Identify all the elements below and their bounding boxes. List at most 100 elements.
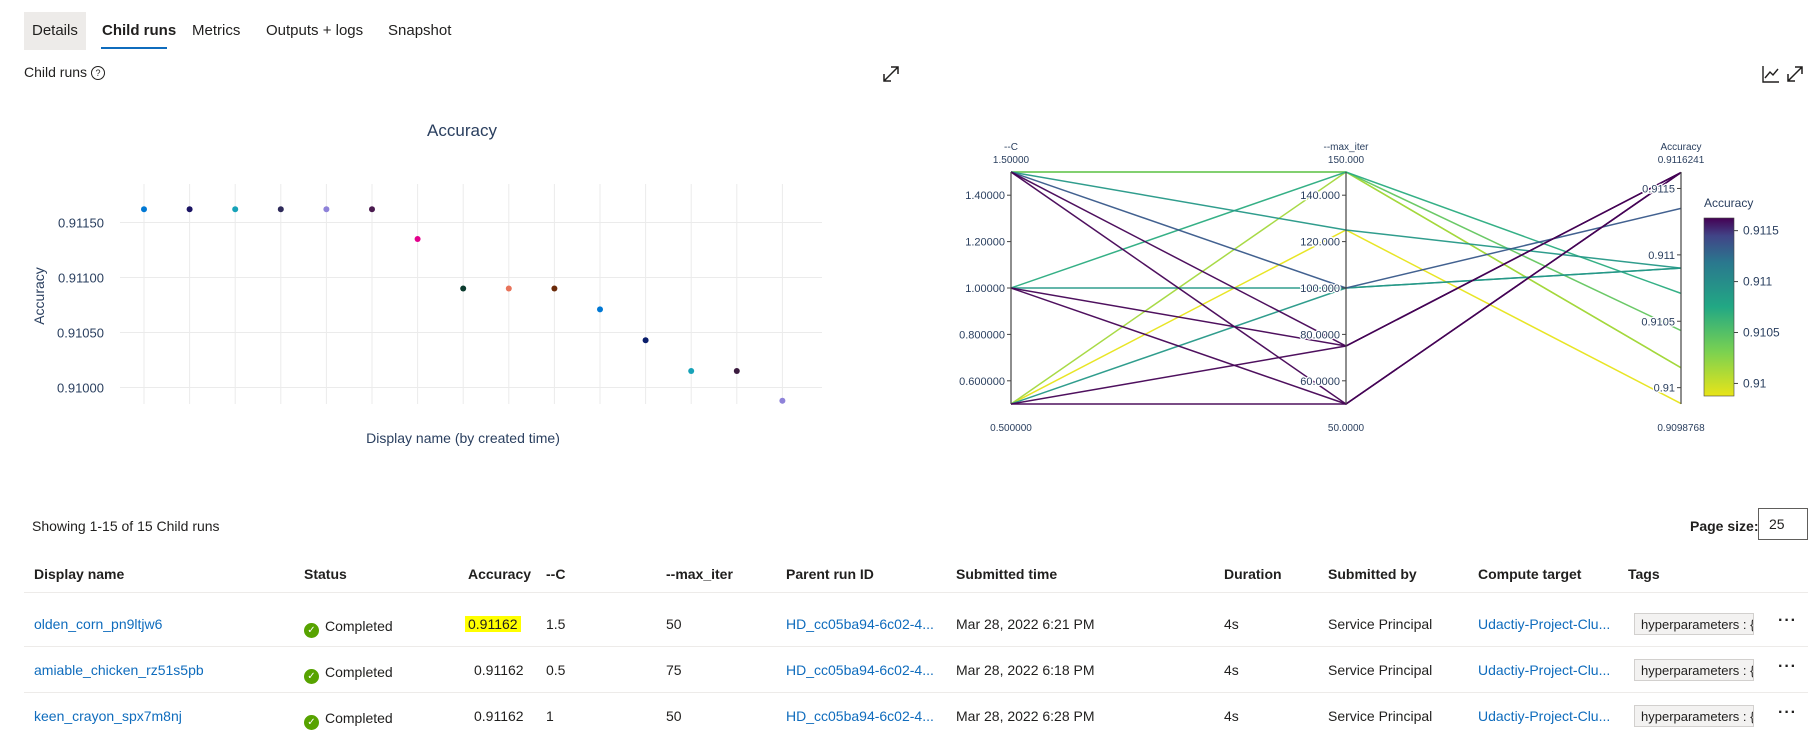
axis-bottom-label: 0.9098768: [1657, 423, 1705, 434]
column-header[interactable]: Status: [304, 566, 347, 582]
chart-grid: [120, 184, 822, 404]
more-actions-icon[interactable]: ···: [1778, 704, 1797, 721]
tab-label: Outputs + logs: [266, 22, 364, 39]
scatter-point[interactable]: [597, 306, 603, 313]
scatter-point[interactable]: [232, 206, 239, 213]
scatter-point[interactable]: [551, 285, 558, 292]
page-size-value: 25: [1769, 516, 1785, 532]
highlighted-value: 0.91162: [465, 616, 521, 632]
axis-tick-label: 80.0000: [1300, 329, 1340, 341]
more-actions-icon[interactable]: ···: [1778, 658, 1797, 675]
axis-bottom-label: 50.0000: [1328, 423, 1365, 434]
y-axis-label: Accuracy: [31, 267, 47, 325]
scatter-point[interactable]: [186, 206, 193, 213]
colorbar-tick-label: 0.911: [1743, 275, 1772, 289]
active-tab-indicator: [101, 47, 167, 49]
cell-submitted: Mar 28, 2022 6:21 PM: [956, 616, 1095, 632]
tab-snapshot[interactable]: Snapshot: [380, 12, 459, 50]
scatter-point[interactable]: [141, 206, 147, 213]
cell-duration: 4s: [1224, 662, 1239, 678]
scatter-point[interactable]: [369, 206, 375, 213]
page-size-dropdown[interactable]: 25 ∨: [1758, 508, 1808, 540]
row-divider: [24, 692, 1808, 693]
axis-name: Accuracy: [1660, 142, 1701, 153]
cell-by: Service Principal: [1328, 708, 1433, 724]
axis-tick-label: 0.911: [1648, 250, 1675, 262]
tab-child-runs[interactable]: Child runs: [94, 12, 184, 50]
axis-bottom-label: 0.500000: [990, 423, 1032, 434]
status-text: Completed: [325, 710, 393, 726]
cell-status: ✓ Completed: [304, 664, 393, 684]
axis-tick-label: 0.600000: [959, 376, 1005, 388]
scatter-point[interactable]: [688, 368, 695, 374]
axis-top-label: 1.50000: [993, 155, 1030, 166]
parallel-coordinates-chart: --C 1.50000 0.500000 1.40000 1.20000 1.00000 0…: [958, 142, 1780, 434]
cell-status: ✓ Completed: [304, 710, 393, 730]
tab-details[interactable]: Details: [24, 12, 86, 50]
axis-tick-label: 0.9115: [1642, 183, 1675, 195]
column-header[interactable]: Tags: [1628, 566, 1660, 582]
chart-title: Accuracy: [427, 121, 497, 140]
column-header[interactable]: Duration: [1224, 566, 1282, 582]
cell-parent[interactable]: HD_cc05ba94-6c02-4...: [786, 662, 934, 678]
scatter-point[interactable]: [460, 285, 467, 292]
axis-tick-label: 60.0000: [1300, 376, 1340, 388]
scatter-point[interactable]: [733, 368, 740, 374]
tab-label: Details: [32, 22, 78, 39]
scatter-point[interactable]: [277, 206, 284, 213]
tag-pill[interactable]: hyperparameters : {"-: [1634, 705, 1754, 727]
scatter-point[interactable]: [779, 397, 786, 404]
cell-name[interactable]: keen_crayon_spx7m8nj: [34, 708, 182, 724]
column-header[interactable]: Compute target: [1478, 566, 1582, 582]
checkmark-circle-icon: ✓: [304, 623, 319, 638]
tab-label: Snapshot: [388, 22, 452, 39]
axis-tick-label: 120.000: [1300, 237, 1340, 249]
scatter-point[interactable]: [323, 206, 330, 213]
status-text: Completed: [325, 664, 393, 680]
tag-pill[interactable]: hyperparameters : {"-: [1634, 659, 1754, 681]
cell-submitted: Mar 28, 2022 6:28 PM: [956, 708, 1095, 724]
axis-tick-label: 1.40000: [965, 190, 1005, 202]
accuracy-scatter-chart: Accuracy 0.91000 0.91050 0.91100 0.91150 Ac…: [31, 121, 822, 446]
more-actions-icon[interactable]: ···: [1778, 612, 1797, 629]
cell-submitted: Mar 28, 2022 6:18 PM: [956, 662, 1095, 678]
row-divider: [24, 646, 1808, 647]
cell-name[interactable]: olden_corn_pn9ltjw6: [34, 616, 163, 632]
help-icon[interactable]: ?: [91, 66, 106, 80]
column-header[interactable]: Accuracy: [468, 566, 532, 582]
expand-icon[interactable]: [880, 63, 902, 85]
cell-name[interactable]: amiable_chicken_rz51s5pb: [34, 662, 204, 678]
child-runs-section-title: Child runs?: [24, 64, 106, 80]
cell-accuracy: 0.91162: [474, 708, 524, 724]
cell-compute[interactable]: Udactiy-Project-Clu...: [1478, 616, 1611, 632]
column-header[interactable]: Display name: [34, 566, 125, 582]
cell-parent[interactable]: HD_cc05ba94-6c02-4...: [786, 708, 934, 724]
column-header[interactable]: Submitted by: [1328, 566, 1417, 582]
cell-parent[interactable]: HD_cc05ba94-6c02-4...: [786, 616, 934, 632]
section-title-text: Child runs: [24, 64, 88, 80]
line-chart-icon[interactable]: [1760, 63, 1782, 85]
chevron-down-icon: ∨: [1807, 509, 1808, 539]
axis-tick-label: 1.20000: [965, 237, 1005, 249]
expand-icon[interactable]: [1784, 63, 1806, 85]
column-header[interactable]: --max_iter: [666, 566, 733, 582]
axis-tick-label: 0.91: [1654, 383, 1675, 395]
cell-compute[interactable]: Udactiy-Project-Clu...: [1478, 708, 1611, 724]
page-size-label: Page size:: [1690, 518, 1759, 534]
colorbar-tick-label: 0.9115: [1743, 224, 1779, 238]
axis-top-label: 0.9116241: [1658, 155, 1705, 166]
tab-outputs-logs[interactable]: Outputs + logs: [258, 12, 371, 50]
cell-compute[interactable]: Udactiy-Project-Clu...: [1478, 662, 1611, 678]
scatter-point[interactable]: [642, 337, 649, 344]
tag-pill[interactable]: hyperparameters : {"-: [1634, 613, 1754, 635]
column-header[interactable]: Submitted time: [956, 566, 1058, 582]
tab-metrics[interactable]: Metrics: [184, 12, 248, 50]
y-tick-label: 0.91100: [58, 271, 104, 286]
column-header[interactable]: --C: [546, 566, 566, 582]
scatter-point[interactable]: [505, 285, 512, 292]
column-header[interactable]: Parent run ID: [786, 566, 874, 582]
y-tick-label: 0.91050: [57, 326, 104, 341]
scatter-point[interactable]: [414, 236, 421, 242]
y-tick-labels: 0.91000 0.91050 0.91100 0.91150: [57, 216, 104, 396]
cell-accuracy: 0.91162: [465, 616, 521, 632]
